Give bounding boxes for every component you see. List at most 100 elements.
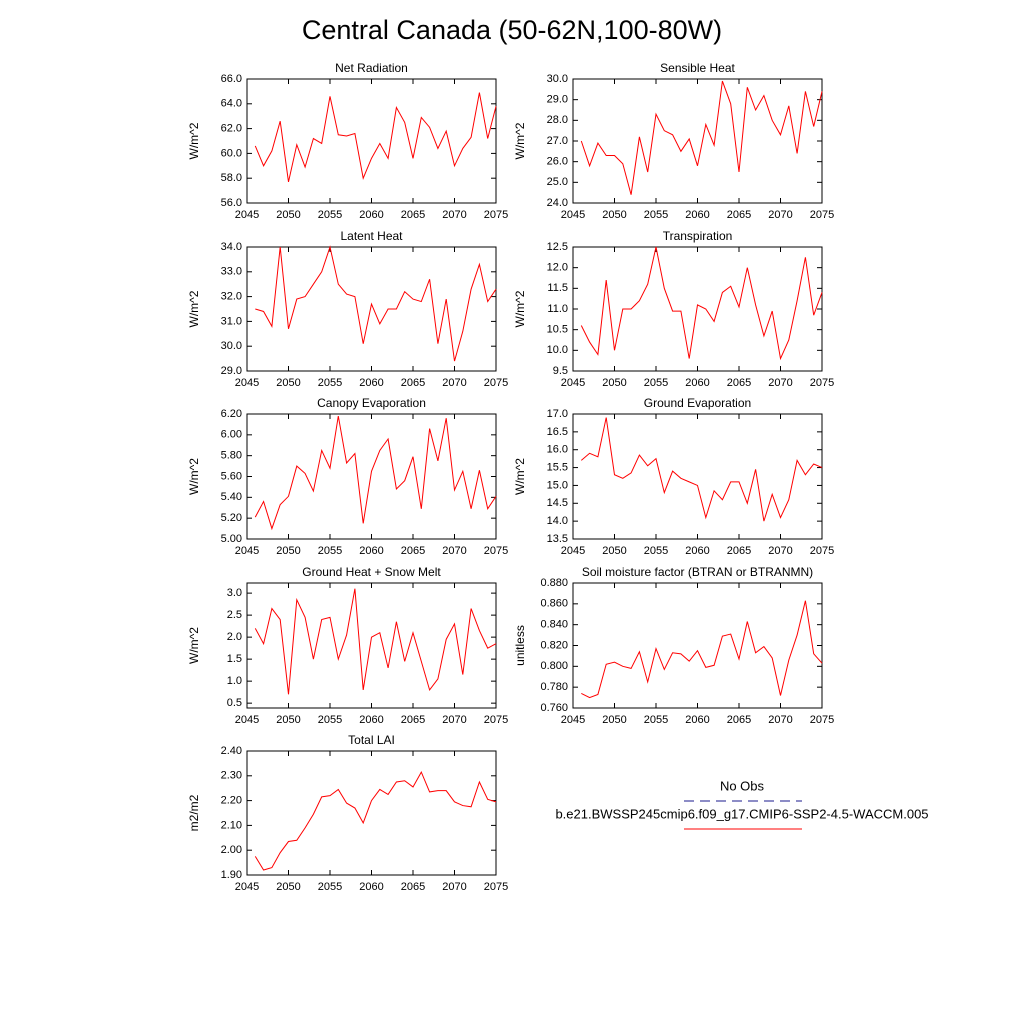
x-tick-label: 2070: [442, 377, 466, 389]
y-tick-label: 2.30: [221, 770, 242, 782]
x-tick-label: 2045: [561, 714, 585, 726]
y-tick-label: 56.0: [221, 197, 242, 209]
x-tick-label: 2060: [359, 377, 383, 389]
x-tick-label: 2045: [561, 377, 585, 389]
x-tick-label: 2045: [235, 545, 259, 557]
y-tick-label: 2.5: [227, 609, 242, 621]
y-tick-label: 29.0: [547, 94, 568, 106]
y-tick-label: 29.0: [221, 365, 242, 377]
y-tick-label: 5.00: [221, 533, 242, 545]
y-tick-label: 5.80: [221, 450, 242, 462]
y-axis-label: unitless: [513, 625, 527, 666]
data-line: [254, 770, 497, 871]
y-tick-label: 14.5: [547, 497, 568, 509]
x-tick-label: 2045: [235, 881, 259, 893]
data-line: [254, 92, 497, 183]
y-tick-label: 25.0: [547, 176, 568, 188]
y-tick-label: 28.0: [547, 114, 568, 126]
panel-title: Total LAI: [348, 733, 395, 747]
y-tick-label: 1.0: [227, 675, 242, 687]
y-tick-label: 9.5: [553, 365, 568, 377]
x-tick-label: 2055: [318, 881, 342, 893]
x-tick-label: 2045: [235, 209, 259, 221]
x-tick-label: 2060: [685, 209, 709, 221]
x-tick-label: 2050: [276, 209, 300, 221]
x-tick-label: 2055: [644, 209, 668, 221]
x-tick-label: 2060: [685, 714, 709, 726]
x-tick-label: 2055: [644, 545, 668, 557]
y-tick-label: 5.60: [221, 470, 242, 482]
y-tick-label: 24.0: [547, 197, 568, 209]
x-tick-label: 2075: [810, 545, 834, 557]
y-tick-label: 15.5: [547, 461, 568, 473]
y-tick-label: 0.800: [540, 660, 568, 672]
y-axis-label: W/m^2: [513, 458, 527, 495]
y-tick-label: 2.40: [221, 745, 242, 757]
x-tick-label: 2055: [318, 377, 342, 389]
y-tick-label: 10.0: [547, 344, 568, 356]
x-tick-label: 2050: [276, 881, 300, 893]
y-tick-label: 17.0: [547, 408, 568, 420]
y-axis-label: W/m^2: [187, 458, 201, 495]
y-tick-label: 10.5: [547, 324, 568, 336]
x-tick-label: 2050: [276, 377, 300, 389]
y-tick-label: 0.860: [540, 598, 568, 610]
x-tick-label: 2075: [484, 545, 508, 557]
y-tick-label: 31.0: [221, 315, 242, 327]
x-tick-label: 2065: [401, 881, 425, 893]
x-tick-label: 2045: [235, 377, 259, 389]
y-tick-label: 6.00: [221, 429, 242, 441]
y-tick-label: 34.0: [221, 241, 242, 253]
y-tick-label: 0.880: [540, 577, 568, 589]
y-tick-label: 2.20: [221, 795, 242, 807]
y-tick-label: 5.40: [221, 491, 242, 503]
y-tick-label: 3.0: [227, 587, 242, 599]
y-tick-label: 26.0: [547, 156, 568, 168]
x-tick-label: 2065: [727, 545, 751, 557]
x-tick-label: 2065: [727, 714, 751, 726]
x-tick-label: 2050: [602, 377, 626, 389]
panel-title: Net Radiation: [335, 61, 408, 75]
x-tick-label: 2060: [685, 377, 709, 389]
panel-title: Ground Evaporation: [644, 396, 751, 410]
x-tick-label: 2075: [484, 209, 508, 221]
x-tick-label: 2045: [561, 209, 585, 221]
x-tick-label: 2070: [442, 881, 466, 893]
x-tick-label: 2075: [810, 714, 834, 726]
x-tick-label: 2055: [318, 714, 342, 726]
y-axis-label: W/m^2: [187, 627, 201, 664]
x-tick-label: 2050: [276, 545, 300, 557]
x-tick-label: 2060: [359, 714, 383, 726]
x-tick-label: 2070: [768, 545, 792, 557]
x-tick-label: 2050: [602, 714, 626, 726]
x-tick-label: 2070: [768, 209, 792, 221]
x-tick-label: 2070: [442, 714, 466, 726]
y-tick-label: 16.0: [547, 444, 568, 456]
data-line: [580, 80, 823, 195]
x-tick-label: 2055: [318, 545, 342, 557]
y-tick-label: 12.0: [547, 262, 568, 274]
y-tick-label: 12.5: [547, 241, 568, 253]
x-tick-label: 2055: [644, 714, 668, 726]
x-tick-label: 2065: [401, 714, 425, 726]
x-tick-label: 2055: [318, 209, 342, 221]
y-tick-label: 6.20: [221, 408, 242, 420]
x-tick-label: 2060: [359, 209, 383, 221]
x-tick-label: 2060: [685, 545, 709, 557]
x-tick-label: 2050: [276, 714, 300, 726]
y-tick-label: 33.0: [221, 266, 242, 278]
figure-title: Central Canada (50-62N,100-80W): [302, 15, 722, 45]
x-tick-label: 2075: [810, 209, 834, 221]
legend-label: b.e21.BWSSP245cmip6.f09_g17.CMIP6-SSP2-4…: [555, 806, 928, 821]
y-tick-label: 0.820: [540, 639, 568, 651]
data-line: [255, 245, 497, 362]
y-axis-label: W/m^2: [513, 122, 527, 159]
y-tick-label: 58.0: [221, 172, 242, 184]
y-axis-label: m2/m2: [187, 794, 201, 831]
y-tick-label: 11.0: [547, 303, 568, 315]
y-tick-label: 60.0: [221, 147, 242, 159]
x-tick-label: 2045: [561, 545, 585, 557]
y-tick-label: 14.0: [547, 515, 568, 527]
y-tick-label: 1.90: [221, 869, 242, 881]
y-tick-label: 2.10: [221, 819, 242, 831]
